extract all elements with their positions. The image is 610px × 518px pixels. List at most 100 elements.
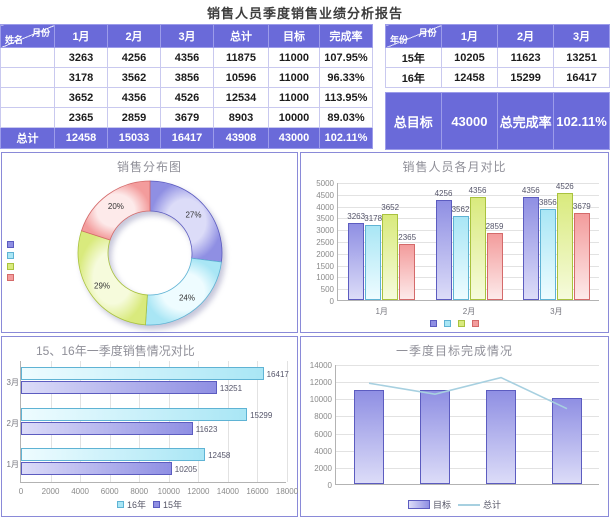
total-value-cell: 12458 [54, 127, 108, 149]
table-row: 3178 3562 3856 10596 11000 96.33% [0, 67, 373, 88]
y-axis-tick-label: 3000 [316, 226, 334, 236]
legend-bar-swatch [407, 500, 430, 509]
legend-item: 目标 [407, 498, 451, 511]
legend-swatch [7, 274, 14, 281]
summary-section: 总目标 43000 总完成率 102.11% [385, 87, 610, 150]
grid-line [198, 361, 200, 482]
legend-swatch [430, 320, 437, 327]
legend-swatch [116, 501, 124, 508]
x-axis-tick-label: 16000 [246, 487, 269, 496]
y-axis-tick-label: 10000 [309, 395, 332, 405]
grid-line [338, 194, 599, 196]
value-cell: 3652 [54, 87, 108, 108]
legend-swatch [458, 320, 465, 327]
data-label: 3178 [364, 214, 383, 223]
bar [399, 244, 416, 300]
bar [382, 213, 399, 300]
x-axis-category-label: 3月 [550, 307, 563, 316]
total-value-cell: 15033 [107, 127, 161, 149]
value-cell: 12458 [440, 67, 499, 88]
value-cell: 11000 [268, 67, 320, 88]
row-header-cell: 16年 [385, 67, 442, 88]
bar [573, 213, 590, 300]
value-cell: 4256 [107, 47, 161, 68]
donut-slice [77, 230, 148, 326]
value-cell: 107.95% [319, 47, 373, 68]
data-label: 4256 [434, 188, 453, 198]
row-header-cell: 15年 [385, 47, 442, 68]
bar [21, 421, 193, 435]
value-cell: 3679 [160, 107, 214, 128]
donut-slice [145, 257, 222, 326]
total-value-cell: 102.11% [319, 127, 373, 149]
row-header-cell [0, 107, 55, 128]
slice-label: 24% [179, 294, 195, 303]
table-row: 16年 12458 15299 16417 [385, 67, 610, 88]
grid-line [338, 230, 599, 232]
target-bar [552, 398, 582, 484]
data-label: 3562 [451, 204, 470, 214]
data-label: 16417 [266, 370, 289, 379]
x-axis-tick-label: 4000 [71, 487, 89, 496]
value-cell: 4356 [160, 47, 214, 68]
x-axis-tick-label: 8000 [130, 487, 149, 496]
grid-line [338, 206, 599, 208]
grid-line [338, 265, 599, 267]
value-cell: 113.95% [319, 87, 373, 108]
legend-swatch [7, 252, 14, 259]
value-cell: 89.03% [319, 107, 373, 128]
value-cell: 4526 [160, 87, 214, 108]
y-axis-tick-label: 2000 [314, 463, 332, 473]
value-cell: 11875 [213, 47, 269, 68]
value-cell: 11000 [268, 87, 320, 108]
plot-area: 0 500 1000 1500 2000 2500 3000 3500 4000 4500 5000… [316, 179, 599, 316]
x-axis-tick-label: 0 [18, 487, 24, 496]
x-axis-tick-label: 10000 [157, 487, 180, 496]
data-label: 2859 [485, 221, 504, 231]
monthly-comparison-chart-panel: 销售人员各月对比 0 500 1000 1500 2000 2500 3000 3500 400… [300, 152, 609, 333]
y-axis-tick-label: 3500 [316, 214, 334, 224]
chart-title: 一季度目标完成情况 [395, 344, 513, 358]
legend-swatch [153, 501, 160, 508]
y-axis-tick-label: 0 [327, 481, 332, 490]
column-header-cell: 2月 [497, 24, 555, 48]
summary-row: 总目标 43000 总完成率 102.11% [385, 92, 610, 150]
bar [452, 215, 469, 300]
data-label: 3652 [381, 202, 400, 212]
value-cell: 8903 [213, 107, 269, 128]
grid-line [80, 361, 82, 482]
column-header-cell: 3月 [553, 24, 610, 48]
x-axis-category-label: 1月 [375, 307, 388, 316]
y-axis-category-label: 1月 [6, 459, 19, 469]
chart-title: 销售分布图 [116, 160, 182, 174]
legend-label: 总计 [483, 500, 502, 510]
chart-legend: 16年 15年 [2, 498, 297, 511]
corner-top-label: 月份 [31, 28, 50, 38]
bar [348, 223, 365, 300]
target-bar [354, 389, 384, 484]
column-header-cell: 完成率 [319, 24, 373, 48]
grid-line [336, 433, 599, 435]
value-cell: 3856 [160, 67, 214, 88]
bar [21, 448, 206, 462]
x-axis-tick-label: 6000 [100, 487, 119, 496]
total-line-chart [368, 376, 568, 410]
y-axis-tick-label: 1000 [316, 273, 334, 283]
spacer-row [385, 87, 610, 93]
total-target-label: 总目标 [385, 92, 442, 150]
chart-legend: 目标 总计 [301, 498, 608, 511]
target-bar [420, 389, 450, 484]
chart-title: 15、16年一季度销售情况对比 [36, 344, 195, 358]
total-value-cell: 16417 [160, 127, 214, 149]
grid-line [336, 365, 599, 366]
grid-line [50, 361, 52, 482]
total-rate-value: 102.11% [553, 92, 610, 150]
column-header-cell: 3月 [160, 24, 214, 48]
data-label: 15299 [250, 410, 273, 420]
legend-item: 总计 [458, 498, 501, 511]
grid-line [336, 416, 599, 418]
corner-bottom-label: 年份 [390, 35, 409, 45]
slice-label: 27% [185, 211, 201, 220]
data-label: 3679 [572, 202, 591, 212]
